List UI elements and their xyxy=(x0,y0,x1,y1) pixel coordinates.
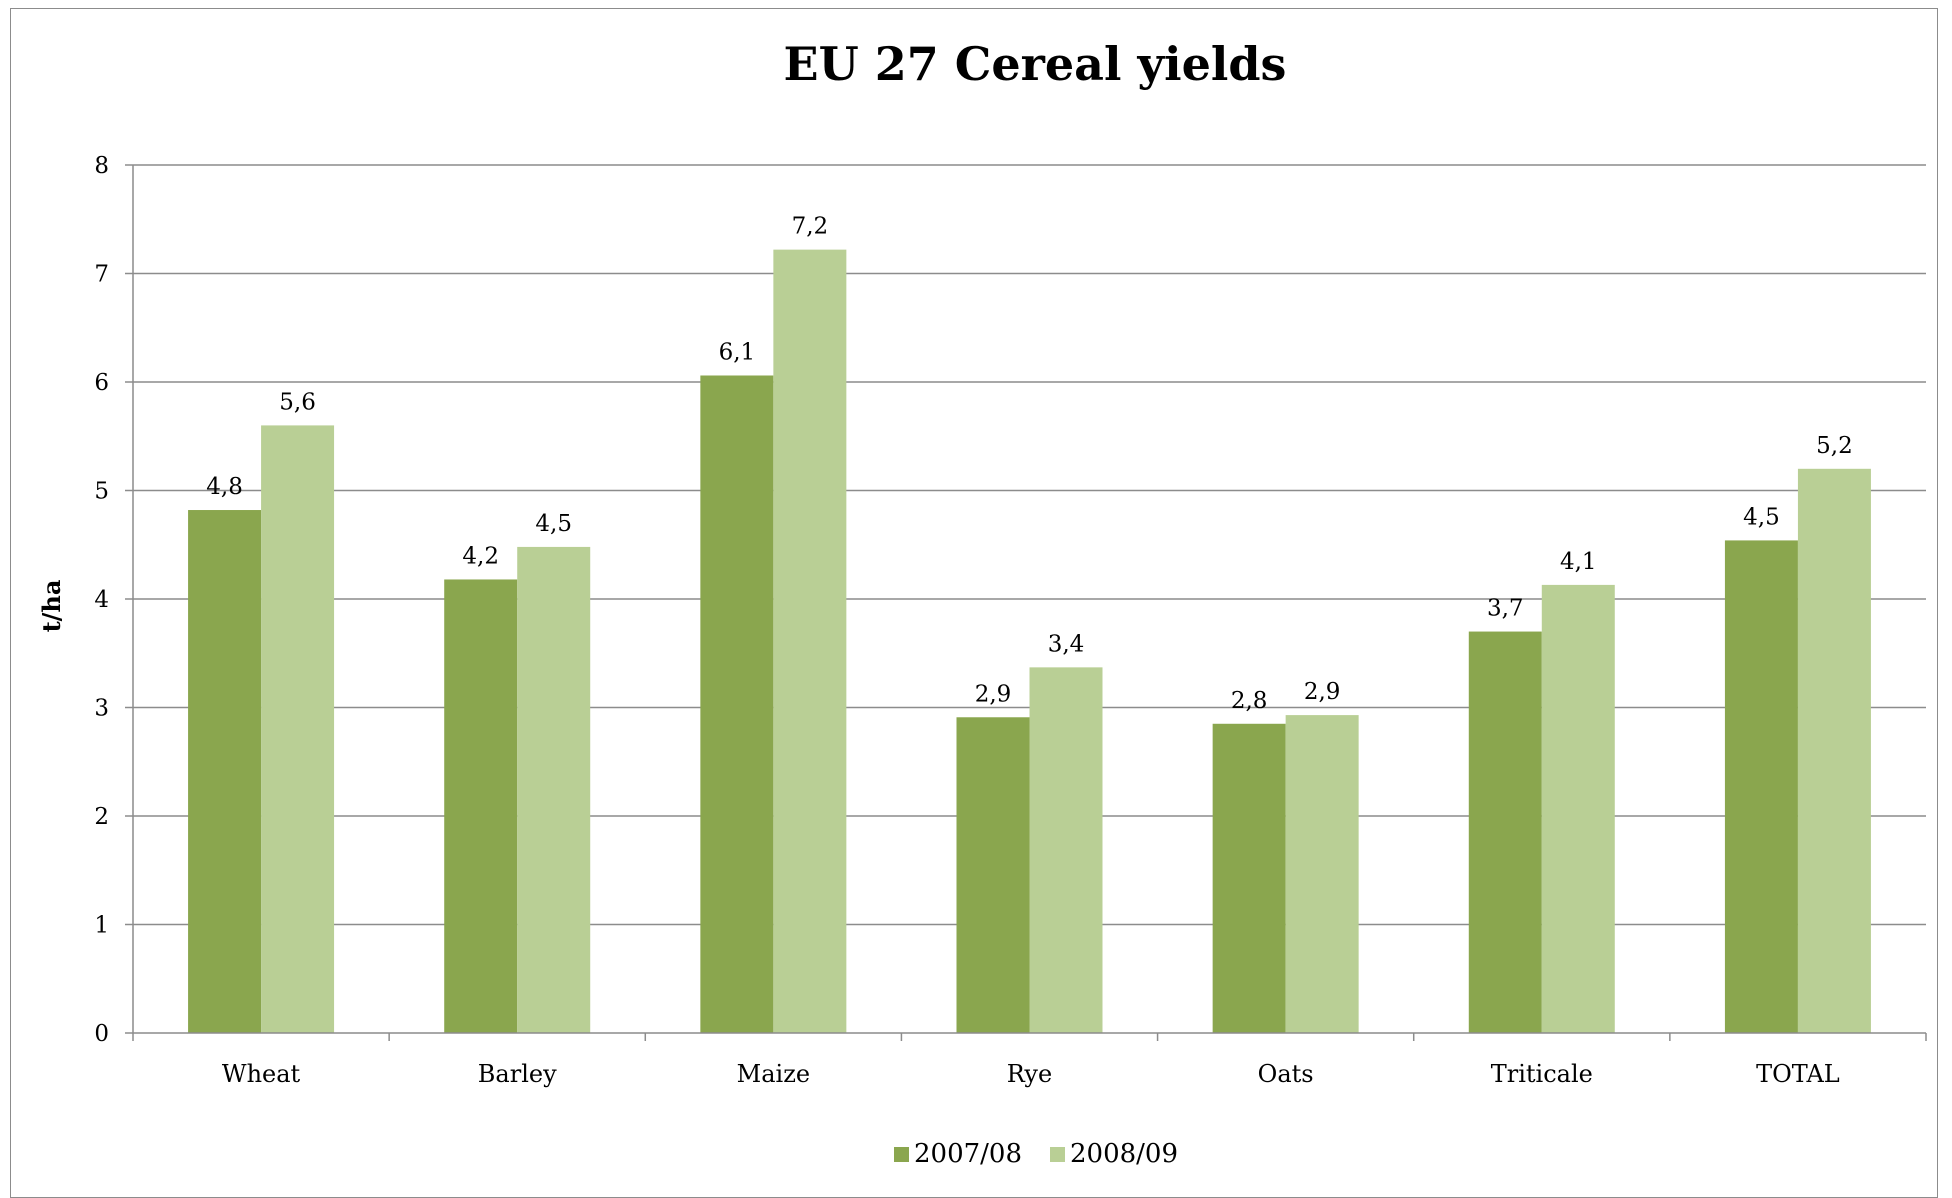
y-tick-label: 4 xyxy=(94,587,109,613)
legend-entry: 2007/08 xyxy=(914,1139,1022,1169)
y-tick-label: 6 xyxy=(94,370,109,396)
data-label: 4,5 xyxy=(535,511,572,537)
category-label: Maize xyxy=(737,1060,810,1088)
category-label: TOTAL xyxy=(1756,1060,1840,1088)
legend-swatch xyxy=(1050,1147,1065,1162)
data-label: 2,9 xyxy=(975,681,1012,707)
bar-2008/09-Maize xyxy=(773,249,847,1033)
gridlines xyxy=(133,164,1926,926)
bar-2007/08-Maize xyxy=(700,375,774,1033)
bar-2007/08-TOTAL xyxy=(1724,540,1798,1033)
data-label: 6,1 xyxy=(719,339,756,365)
y-tick-label: 8 xyxy=(94,153,109,179)
y-tick-label: 7 xyxy=(94,262,109,288)
data-label: 4,5 xyxy=(1743,504,1780,530)
data-label: 3,7 xyxy=(1487,596,1524,622)
bar-2007/08-Rye xyxy=(956,717,1030,1033)
bar-2008/09-Barley xyxy=(517,546,591,1033)
category-label: Barley xyxy=(478,1060,557,1088)
category-label: Oats xyxy=(1258,1060,1314,1088)
y-tick-label: 0 xyxy=(94,1021,109,1047)
legend-swatch xyxy=(894,1147,909,1162)
data-label: 2,8 xyxy=(1231,688,1268,714)
bar-2007/08-Triticale xyxy=(1468,631,1542,1033)
data-label: 5,6 xyxy=(279,389,316,415)
bar-2008/09-Oats xyxy=(1285,715,1359,1033)
bar-2007/08-Wheat xyxy=(188,510,262,1033)
data-label: 4,1 xyxy=(1560,549,1597,575)
y-axis-title: t/ha xyxy=(37,580,66,633)
bars xyxy=(188,249,1871,1033)
category-labels: Wheat Barley Maize Rye Oats Triticale TOTAL xyxy=(222,1060,1840,1088)
bar-2008/09-Rye xyxy=(1029,667,1103,1033)
chart-title: EU 27 Cereal yields xyxy=(784,37,1287,91)
data-labels: 4,8 4,2 6,1 2,9 2,8 3,7 4,5 5,6 4,5 7,2 3,4 2,9 4,1 5… xyxy=(206,214,1852,714)
bar-2008/09-TOTAL xyxy=(1797,468,1871,1033)
bar-2008/09-Wheat xyxy=(261,425,335,1033)
y-tick-label: 1 xyxy=(94,913,109,939)
data-label: 7,2 xyxy=(792,214,829,240)
data-label: 4,8 xyxy=(206,474,243,500)
data-label: 2,9 xyxy=(1304,679,1341,705)
category-label: Triticale xyxy=(1491,1060,1593,1088)
bar-2008/09-Triticale xyxy=(1541,584,1615,1033)
category-label: Wheat xyxy=(222,1060,301,1088)
bar-2007/08-Barley xyxy=(444,579,518,1033)
data-label: 4,2 xyxy=(462,543,499,569)
category-label: Rye xyxy=(1007,1060,1052,1088)
y-tick-label: 3 xyxy=(94,696,109,722)
bar-2007/08-Oats xyxy=(1212,723,1286,1033)
legend-entry: 2008/09 xyxy=(1070,1139,1178,1169)
y-axis-ticks: 0 1 2 3 4 5 6 7 8 xyxy=(94,153,133,1047)
data-label: 5,2 xyxy=(1816,433,1853,459)
y-tick-label: 5 xyxy=(94,479,109,505)
x-axis xyxy=(132,165,1927,1041)
data-label: 3,4 xyxy=(1048,631,1085,657)
legend: 2007/08 2008/09 xyxy=(894,1139,1178,1169)
y-tick-label: 2 xyxy=(94,804,109,830)
